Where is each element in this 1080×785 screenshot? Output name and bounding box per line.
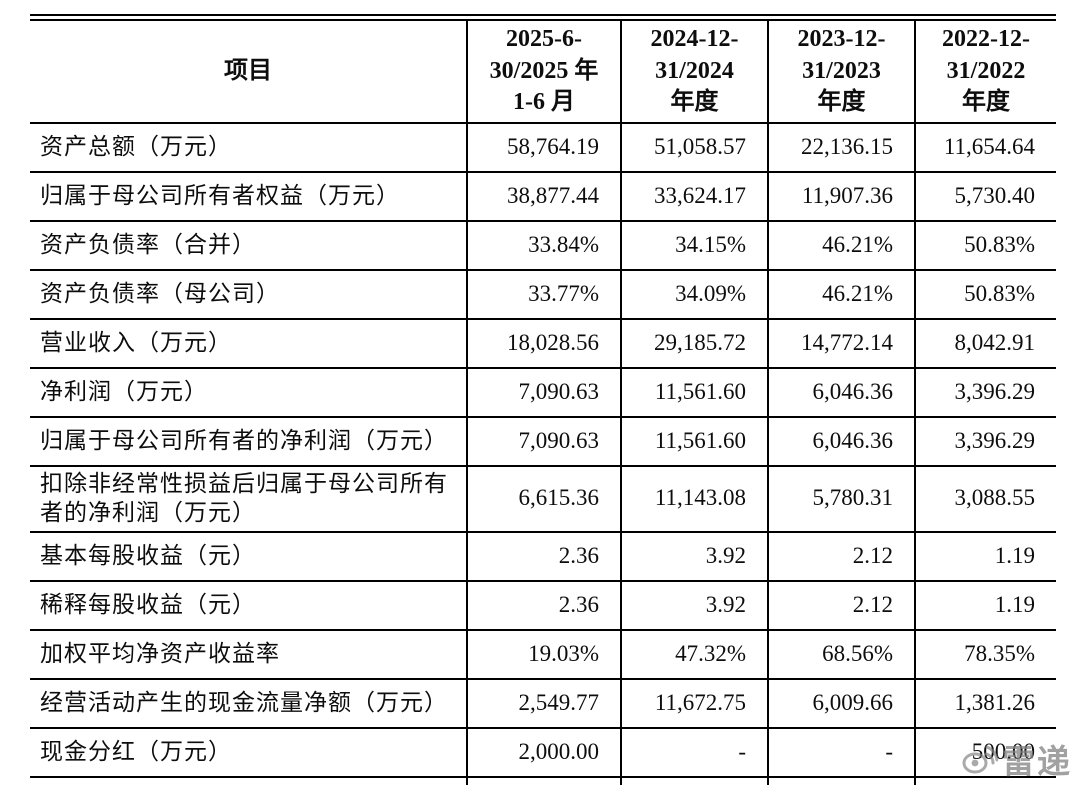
row-label: 经营活动产生的现金流量净额（万元）: [30, 678, 467, 729]
value-cell: 6,009.66: [767, 678, 915, 729]
value-cell: 78.35%: [914, 629, 1056, 680]
value-cell: 50.83%: [914, 270, 1056, 321]
table-row-parent-equity: 归属于母公司所有者权益（万元） 38,877.44 33,624.17 11,9…: [30, 172, 1056, 223]
row-label: 营业收入（万元）: [30, 319, 467, 370]
value-cell: 19.03%: [466, 629, 621, 680]
value-cell: 68.56%: [767, 629, 915, 680]
row-label: 基本每股收益（元）: [30, 531, 467, 582]
value-cell: 34.15%: [620, 221, 768, 272]
header-row: 项目 2025-6- 30/2025 年 1-6 月 2024-12- 31/2…: [30, 17, 1056, 125]
value-cell: 1.19: [914, 531, 1056, 582]
value-cell: 22,136.15: [767, 123, 915, 174]
value-cell: 3,396.29: [914, 368, 1056, 419]
value-cell: 50.83%: [914, 221, 1056, 272]
value-cell: 14.29%: [620, 776, 768, 785]
value-cell: 5,780.31: [767, 466, 915, 533]
table-row-revenue: 营业收入（万元） 18,028.56 29,185.72 14,772.14 8…: [30, 319, 1056, 370]
table-row-operating-cash-flow: 经营活动产生的现金流量净额（万元） 2,549.77 11,672.75 6,0…: [30, 678, 1056, 729]
table-row-debt-ratio-consolidated: 资产负债率（合并） 33.84% 34.15% 46.21% 50.83%: [30, 221, 1056, 272]
value-cell: 11,654.64: [914, 123, 1056, 174]
value-cell: 3,088.55: [914, 466, 1056, 533]
value-cell: 11,561.60: [620, 417, 768, 468]
weibo-eye-icon: [962, 744, 998, 774]
value-cell: 7,090.63: [466, 417, 621, 468]
value-cell: 2.12: [767, 531, 915, 582]
value-cell: -: [620, 727, 768, 778]
value-cell: 2,000.00: [466, 727, 621, 778]
value-cell: 3.92: [620, 580, 768, 631]
column-header-period-2023: 2023-12- 31/2023 年度: [767, 17, 915, 125]
value-cell: 2,549.77: [466, 678, 621, 729]
row-label: 资产总额（万元）: [30, 123, 467, 174]
row-label: 加权平均净资产收益率: [30, 629, 467, 680]
value-cell: 34.09%: [620, 270, 768, 321]
value-cell: 2.36: [466, 531, 621, 582]
value-cell: 3,396.29: [914, 417, 1056, 468]
value-cell: 5,730.40: [914, 172, 1056, 223]
value-cell: 29,185.72: [620, 319, 768, 370]
value-cell: 33,624.17: [620, 172, 768, 223]
value-cell: 14.98%: [767, 776, 915, 785]
value-cell: -: [767, 727, 915, 778]
value-cell: 38,877.44: [466, 172, 621, 223]
table-row-rd-ratio: 研发投入占营业收入的比例 13.66% 14.29% 14.98% 19.78%: [30, 776, 1056, 785]
value-cell: 46.21%: [767, 221, 915, 272]
row-label: 归属于母公司所有者权益（万元）: [30, 172, 467, 223]
row-label: 资产负债率（母公司）: [30, 270, 467, 321]
value-cell: 19.78%: [914, 776, 1056, 785]
value-cell: 1,381.26: [914, 678, 1056, 729]
value-cell: 11,561.60: [620, 368, 768, 419]
table-row-basic-eps: 基本每股收益（元） 2.36 3.92 2.12 1.19: [30, 531, 1056, 582]
watermark: 雷递: [962, 735, 1072, 783]
value-cell: 13.66%: [466, 776, 621, 785]
row-label: 净利润（万元）: [30, 368, 467, 419]
column-header-period-2024: 2024-12- 31/2024 年度: [620, 17, 768, 125]
value-cell: 11,907.36: [767, 172, 915, 223]
row-label: 扣除非经常性损益后归属于母公司所有者的净利润（万元）: [30, 466, 467, 533]
value-cell: 1.19: [914, 580, 1056, 631]
table-row-debt-ratio-parent: 资产负债率（母公司） 33.77% 34.09% 46.21% 50.83%: [30, 270, 1056, 321]
value-cell: 6,046.36: [767, 368, 915, 419]
table-row-net-profit: 净利润（万元） 7,090.63 11,561.60 6,046.36 3,39…: [30, 368, 1056, 419]
table-row-net-profit-excl-nonrecurring: 扣除非经常性损益后归属于母公司所有者的净利润（万元） 6,615.36 11,1…: [30, 466, 1056, 533]
row-label: 稀释每股收益（元）: [30, 580, 467, 631]
value-cell: 7,090.63: [466, 368, 621, 419]
financial-summary-table: 项目 2025-6- 30/2025 年 1-6 月 2024-12- 31/2…: [30, 14, 1056, 785]
value-cell: 2.12: [767, 580, 915, 631]
value-cell: 46.21%: [767, 270, 915, 321]
value-cell: 3.92: [620, 531, 768, 582]
value-cell: 11,672.75: [620, 678, 768, 729]
value-cell: 58,764.19: [466, 123, 621, 174]
column-header-period-2022: 2022-12- 31/2022 年度: [914, 17, 1056, 125]
value-cell: 33.77%: [466, 270, 621, 321]
value-cell: 6,046.36: [767, 417, 915, 468]
column-header-period-2025h1: 2025-6- 30/2025 年 1-6 月: [466, 17, 621, 125]
watermark-text: 雷递: [1002, 745, 1072, 781]
table-row-total-assets: 资产总额（万元） 58,764.19 51,058.57 22,136.15 1…: [30, 123, 1056, 174]
row-label: 资产负债率（合并）: [30, 221, 467, 272]
table-row-weighted-roe: 加权平均净资产收益率 19.03% 47.32% 68.56% 78.35%: [30, 629, 1056, 680]
value-cell: 33.84%: [466, 221, 621, 272]
table-row-cash-dividend: 现金分红（万元） 2,000.00 - - 500.00: [30, 727, 1056, 778]
value-cell: 18,028.56: [466, 319, 621, 370]
value-cell: 6,615.36: [466, 466, 621, 533]
value-cell: 14,772.14: [767, 319, 915, 370]
row-label: 归属于母公司所有者的净利润（万元）: [30, 417, 467, 468]
column-header-item: 项目: [30, 17, 467, 125]
value-cell: 47.32%: [620, 629, 768, 680]
value-cell: 8,042.91: [914, 319, 1056, 370]
row-label: 现金分红（万元）: [30, 727, 467, 778]
row-label: 研发投入占营业收入的比例: [30, 777, 467, 785]
value-cell: 11,143.08: [620, 466, 768, 533]
table-row-diluted-eps: 稀释每股收益（元） 2.36 3.92 2.12 1.19: [30, 580, 1056, 631]
value-cell: 51,058.57: [620, 123, 768, 174]
table-row-net-profit-parent: 归属于母公司所有者的净利润（万元） 7,090.63 11,561.60 6,0…: [30, 417, 1056, 468]
value-cell: 2.36: [466, 580, 621, 631]
